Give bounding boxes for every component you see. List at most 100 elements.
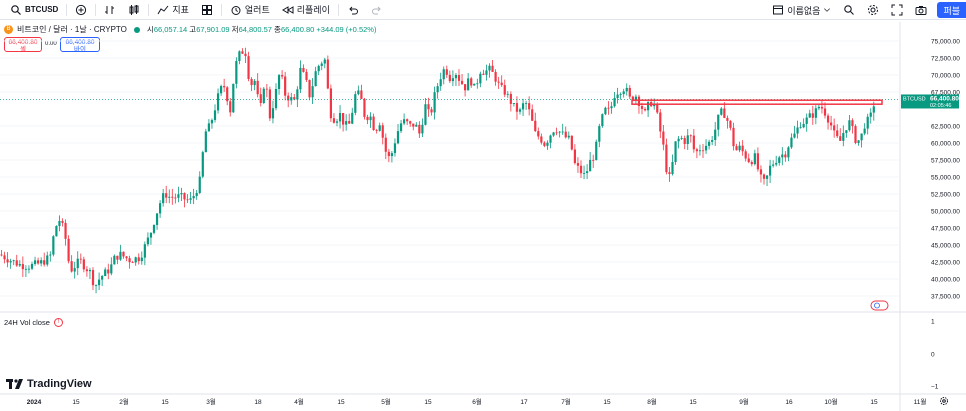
indicators-button[interactable]: 지표 [151,1,195,19]
compare-button[interactable] [69,1,93,19]
price-tick-label: 52,500.00 [931,192,960,199]
candle-up [271,108,275,119]
settings-button[interactable] [861,1,885,19]
candle-up [198,176,201,193]
candle-up [805,117,808,124]
candle-up [168,196,171,198]
snapshot-button[interactable] [909,1,933,19]
candle-down [643,108,647,111]
candle-down [659,112,662,132]
candle-down [759,169,763,175]
candle-down [735,146,738,151]
price-tick-label: 67,500.00 [931,90,960,97]
candle-up [793,133,796,138]
search-icon [11,4,21,15]
candle-down [131,262,134,263]
countdown-value: 02:05:46 [930,103,951,109]
candle-down [823,108,827,116]
candle-up [140,257,143,262]
candle-down [384,137,387,152]
candle-down [360,90,363,99]
indicators-label: 지표 [172,5,189,15]
candle-down [250,78,253,86]
candle-up [180,193,183,195]
undo-button[interactable] [341,1,365,19]
time-axis[interactable]: 2024 15 2월 15 3월 18 4월 15 5월 15 6월 17 7월 15 8월 15 9월 16 10… [27,397,948,406]
bar-style-button[interactable] [98,1,122,19]
events-icon[interactable] [870,300,889,311]
candle-down [723,108,726,118]
candle-down [528,103,531,110]
candle-down [692,135,695,150]
candle-up [677,138,680,142]
candle-down [70,261,73,272]
tradingview-logo[interactable]: TradingView [6,378,92,390]
candle-up [814,108,817,118]
alerts-label: 얼러트 [244,5,270,15]
layout-name-button[interactable]: 이름없음 [766,1,837,19]
candle-up [262,88,265,103]
candle-up [604,107,607,115]
redo-button[interactable] [365,1,389,19]
horizontal-line-drawing[interactable] [631,99,883,105]
replay-button[interactable]: 리플레이 [276,1,336,19]
candle-down [570,135,573,150]
candle-up [378,125,381,131]
symbol-title[interactable]: 비트코인 / 달러 · 1날 · CRYPTO [17,25,127,34]
candle-up [155,213,159,225]
price-tick-label: 45,000.00 [931,243,960,250]
quick-search-button[interactable] [837,1,861,19]
fullscreen-button[interactable] [885,1,909,19]
candle-up [808,113,811,118]
price-tick-label: 42,500.00 [931,260,960,267]
buy-button[interactable]: 66,400.80 바이 [60,37,100,53]
candle-up [27,268,31,270]
candle-down [555,132,558,134]
candle-down [482,73,485,75]
candle-down [854,126,857,143]
time-tick-label: 9월 [739,397,749,406]
candle-down [689,135,692,137]
volume-pane-label: 24H Vol close [4,318,50,327]
axis-settings-icon[interactable] [940,397,948,405]
candle-up [159,203,162,214]
volume-tick-label: 0 [931,352,935,359]
chart-type-button[interactable] [122,1,146,19]
warning-icon[interactable]: ! [53,318,63,327]
indicators-icon [157,5,169,14]
candle-up [848,120,851,131]
tradingview-wordmark: TradingView [27,378,92,390]
candle-up [473,83,476,86]
alarm-clock-icon [231,5,241,15]
candle-up [110,264,113,274]
alerts-button[interactable]: 얼러트 [224,1,276,19]
symbol-legend: B 비트코인 / 달러 · 1날 · CRYPTO 시66,057.14 고67… [4,24,376,35]
candle-up [872,106,875,113]
redo-icon [371,6,381,14]
sell-button[interactable]: 66,400.80 셀 [4,37,42,53]
candle-down [183,193,186,200]
candle-up [369,116,372,121]
candle-up [403,119,406,124]
publish-button[interactable]: 퍼블 [937,2,966,18]
candle-up [357,90,360,95]
candle-down [836,130,839,137]
candle-up [317,65,320,72]
candle-up [220,86,223,94]
candle-down [244,53,247,57]
candle-down [830,122,833,126]
candle-up [253,80,256,86]
candle-down [631,96,634,100]
close-value: 66,400.80 [280,25,315,34]
candle-up [506,93,509,95]
layouts-button[interactable] [195,1,219,19]
symbol-search-button[interactable]: BTCUSD [4,1,64,19]
candle-up [149,232,153,238]
candle-up [799,127,802,129]
price-axis[interactable]: 75,000.00 72,500.00 70,000.00 67,500.00 62,5… [901,39,960,391]
spread-value: 0.00 [45,41,57,47]
candle-down [37,260,40,264]
candle-up [738,145,741,151]
candle-up [52,236,55,255]
